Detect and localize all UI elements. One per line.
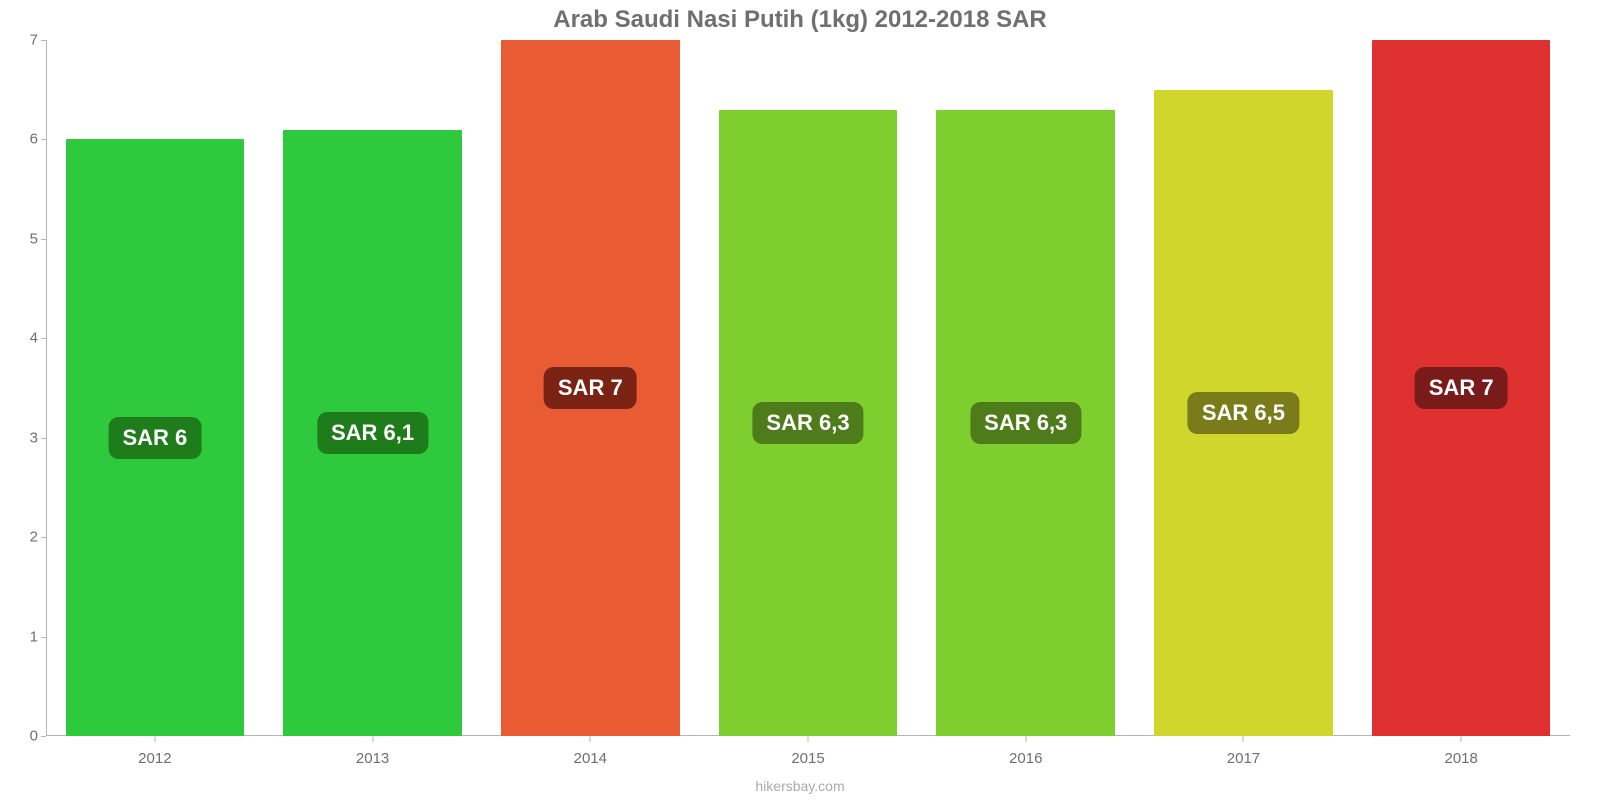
bar: SAR 7 — [1372, 40, 1551, 736]
chart-container: Arab Saudi Nasi Putih (1kg) 2012-2018 SA… — [0, 0, 1600, 800]
bar-slot: SAR 62012 — [46, 40, 264, 736]
x-tick-label: 2015 — [791, 736, 824, 767]
x-tick-label: 2018 — [1444, 736, 1477, 767]
bar-slot: SAR 6,32015 — [699, 40, 917, 736]
bar-slot: SAR 72018 — [1352, 40, 1570, 736]
bar-slot: SAR 6,12013 — [264, 40, 482, 736]
x-tick-label: 2016 — [1009, 736, 1042, 767]
bar-slot: SAR 6,32016 — [917, 40, 1135, 736]
bar-value-label: SAR 6,3 — [752, 402, 863, 444]
bar: SAR 6,5 — [1154, 90, 1333, 736]
bar-value-label: SAR 7 — [544, 367, 637, 409]
chart-title: Arab Saudi Nasi Putih (1kg) 2012-2018 SA… — [0, 0, 1600, 34]
bar: SAR 6,3 — [936, 110, 1115, 736]
x-tick-label: 2017 — [1227, 736, 1260, 767]
bar-slot: SAR 72014 — [481, 40, 699, 736]
bar: SAR 7 — [501, 40, 680, 736]
bar-value-label: SAR 6,5 — [1188, 392, 1299, 434]
x-tick-label: 2012 — [138, 736, 171, 767]
credit-text: hikersbay.com — [0, 778, 1600, 794]
bar: SAR 6,1 — [283, 130, 462, 737]
plot-area: 01234567 SAR 62012SAR 6,12013SAR 72014SA… — [46, 40, 1570, 736]
bar-value-label: SAR 6,3 — [970, 402, 1081, 444]
bar: SAR 6 — [66, 139, 245, 736]
y-tick-mark — [41, 736, 46, 737]
bar-slot: SAR 6,52017 — [1135, 40, 1353, 736]
bar-value-label: SAR 6,1 — [317, 412, 428, 454]
x-tick-label: 2014 — [574, 736, 607, 767]
bar: SAR 6,3 — [719, 110, 898, 736]
bar-value-label: SAR 7 — [1415, 367, 1508, 409]
x-tick-label: 2013 — [356, 736, 389, 767]
bar-value-label: SAR 6 — [108, 417, 201, 459]
bars-group: SAR 62012SAR 6,12013SAR 72014SAR 6,32015… — [46, 40, 1570, 736]
